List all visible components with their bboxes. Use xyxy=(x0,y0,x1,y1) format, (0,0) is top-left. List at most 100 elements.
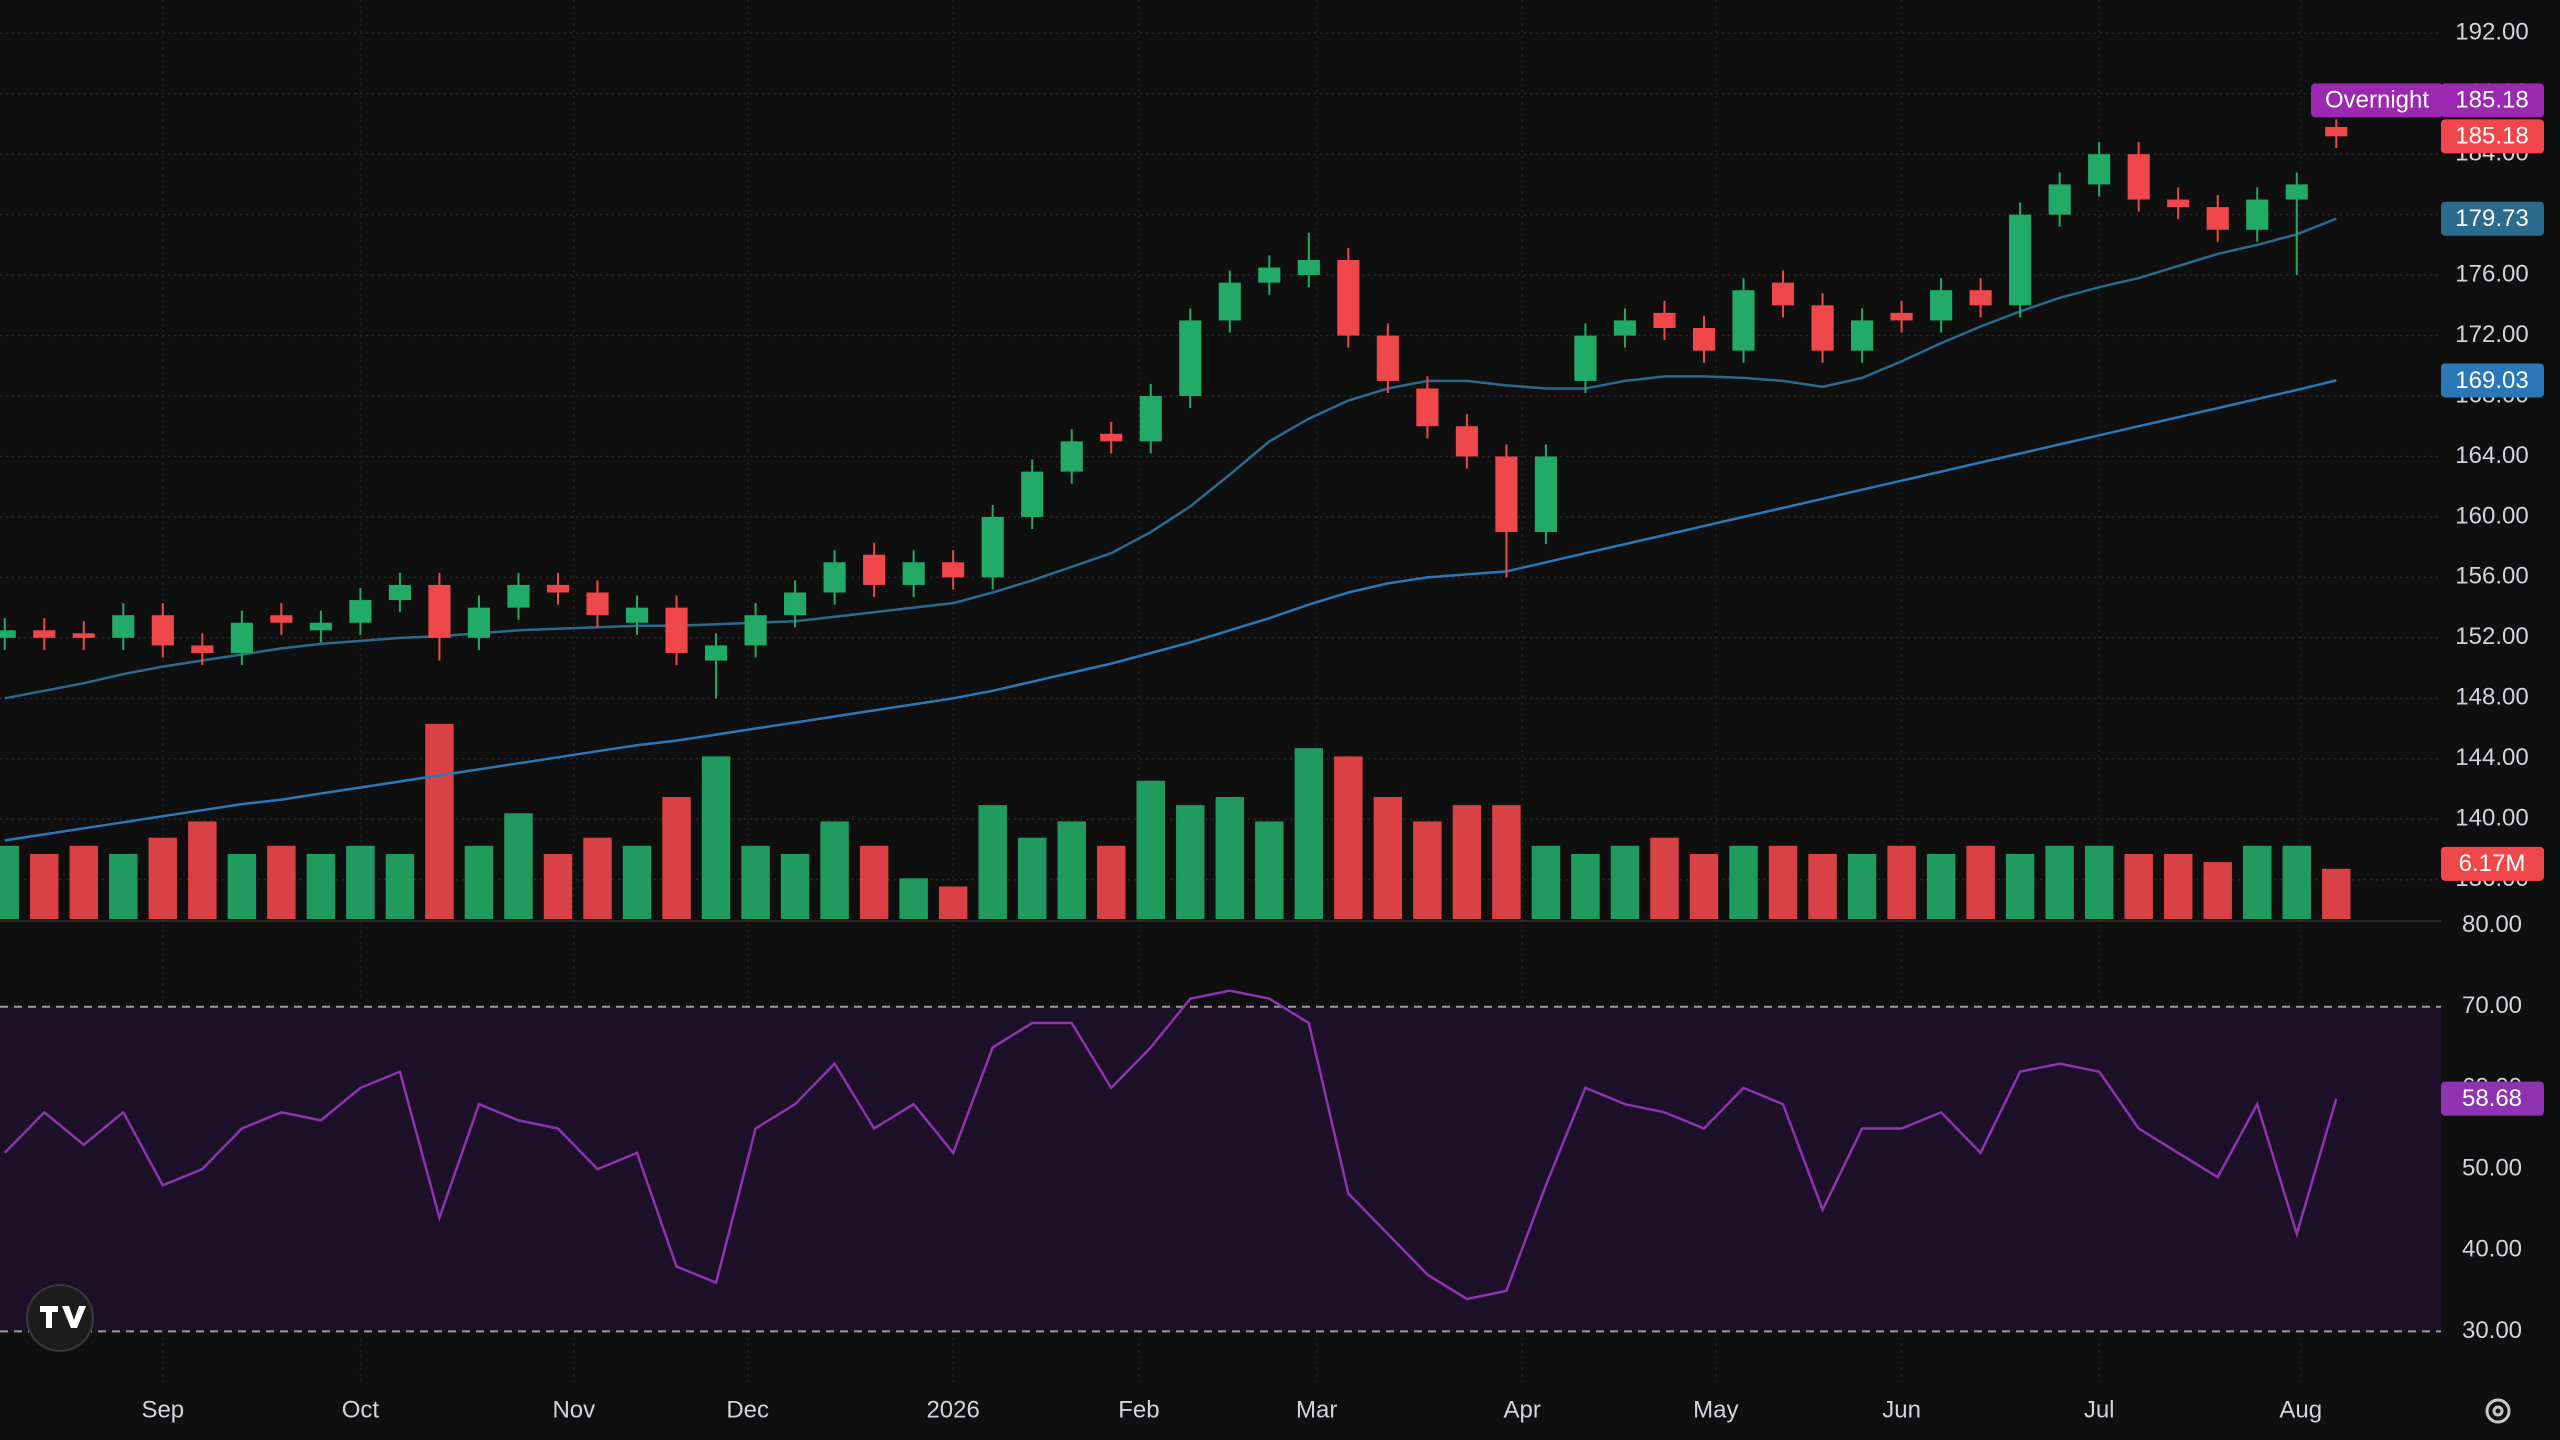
candle-body xyxy=(309,622,332,631)
candle-body xyxy=(1258,267,1281,283)
moving-average-tag-bg xyxy=(2441,201,2544,236)
volume-bar xyxy=(978,805,1007,919)
volume-bar xyxy=(583,837,612,919)
rsi-tag-bg xyxy=(2441,1081,2544,1116)
volume-bar xyxy=(1097,845,1126,919)
candle-body xyxy=(2206,207,2229,230)
volume-bar xyxy=(2163,853,2193,919)
candle-body xyxy=(704,645,728,661)
candle-body xyxy=(2048,184,2071,215)
volume-bar xyxy=(2243,845,2272,919)
volume-bar xyxy=(1136,780,1165,919)
candle-body xyxy=(823,562,846,593)
volume-bar xyxy=(1492,805,1521,919)
volume-bar xyxy=(1610,845,1640,919)
y-tick-label: 144.00 xyxy=(2455,744,2528,771)
volume-bar xyxy=(1413,821,1442,919)
logo-badge[interactable] xyxy=(26,1284,94,1352)
candle-body xyxy=(1376,335,1399,381)
volume-bar xyxy=(1650,837,1679,919)
candle-body xyxy=(1732,290,1755,351)
volume-bar xyxy=(1057,821,1086,919)
y-tick-label: 140.00 xyxy=(2455,805,2528,832)
volume-bar xyxy=(1808,853,1837,919)
candle-body xyxy=(112,615,135,638)
moving-average xyxy=(4,379,2337,842)
volume-bar xyxy=(2282,845,2311,919)
volume-bar xyxy=(30,853,59,919)
candle-body xyxy=(2127,154,2150,200)
x-tick-label: 2026 xyxy=(926,1396,979,1423)
volume-bar xyxy=(741,845,770,919)
candle-body xyxy=(784,592,807,616)
y-tick-label: 164.00 xyxy=(2455,442,2528,469)
volume-bar xyxy=(1887,845,1916,919)
volume-bar xyxy=(899,878,928,919)
y-tick-label: 152.00 xyxy=(2455,623,2528,650)
candle-body xyxy=(467,607,491,638)
candle-body xyxy=(1930,290,1953,321)
moving-average-tag-bg xyxy=(2441,363,2544,398)
rsi-tick-label: 30.00 xyxy=(2462,1317,2522,1344)
volume-bar xyxy=(1571,853,1600,919)
volume-bar xyxy=(2084,845,2114,919)
rsi-group xyxy=(3,989,2338,1301)
settings-icon[interactable] xyxy=(2485,1398,2511,1424)
candle-body xyxy=(546,584,570,593)
volume-bar xyxy=(1847,853,1877,919)
x-tick-label: Mar xyxy=(1296,1396,1337,1423)
candle-body xyxy=(33,630,56,638)
candle-body xyxy=(72,633,95,638)
volume-bar xyxy=(1215,797,1245,919)
volume-group xyxy=(0,723,2351,919)
rsi-tag: 58.68 xyxy=(2462,1085,2522,1112)
volume-bar xyxy=(1176,805,1205,919)
volume-bar xyxy=(267,845,296,919)
candle-body xyxy=(0,630,16,638)
candle-body xyxy=(1811,305,1834,351)
candle-body xyxy=(1021,471,1044,517)
candle-body xyxy=(2167,199,2190,208)
candle-body xyxy=(507,584,530,608)
x-tick-label: Nov xyxy=(552,1396,595,1423)
overnight-label: Overnight xyxy=(2325,87,2429,114)
volume-bar xyxy=(2005,853,2035,919)
last-price-tag-bg xyxy=(2441,119,2544,154)
volume-bar xyxy=(346,845,375,919)
x-tick-label: Sep xyxy=(141,1396,184,1423)
settings-button[interactable] xyxy=(2485,1398,2511,1424)
moving-average-tag: 169.03 xyxy=(2455,367,2528,394)
x-tick-label: May xyxy=(1693,1396,1738,1423)
candle-body xyxy=(1969,290,1992,306)
y-tick-label: 172.00 xyxy=(2455,321,2528,348)
candle-body xyxy=(1890,312,1913,321)
candle-body xyxy=(388,584,411,601)
tag-group: Overnight 185.18 185.18 179.73 169.03 6.17M 58… xyxy=(2311,83,2544,1116)
x-tick-label: Jun xyxy=(1882,1396,1921,1423)
y-tick-label: 160.00 xyxy=(2455,502,2528,529)
volume-tag-bg xyxy=(2441,846,2544,881)
rsi-band xyxy=(0,1006,2441,1332)
volume-bar xyxy=(1017,837,1047,919)
last-price-tag: 185.18 xyxy=(2455,123,2528,150)
candle-body xyxy=(1653,312,1676,328)
candle-body xyxy=(1060,441,1083,472)
candle-body xyxy=(1218,282,1241,321)
logo[interactable] xyxy=(26,1284,94,1352)
candle-body xyxy=(1416,388,1439,427)
candle-body xyxy=(1179,320,1202,397)
volume-bar xyxy=(0,845,19,919)
volume-bar xyxy=(859,845,889,919)
candle-body xyxy=(1692,327,1716,351)
volume-bar xyxy=(701,756,731,919)
candle-body xyxy=(902,562,925,585)
candle-body xyxy=(1139,396,1162,442)
candle-body xyxy=(2009,214,2032,306)
overnight-price-tag-bg xyxy=(2441,83,2544,118)
rsi-band-group xyxy=(0,1005,2441,1333)
rsi-tick-label: 80.00 xyxy=(2462,911,2522,938)
volume-bar xyxy=(227,853,257,919)
candle-body xyxy=(744,615,767,646)
rsi-tick-label: 50.00 xyxy=(2462,1154,2522,1181)
